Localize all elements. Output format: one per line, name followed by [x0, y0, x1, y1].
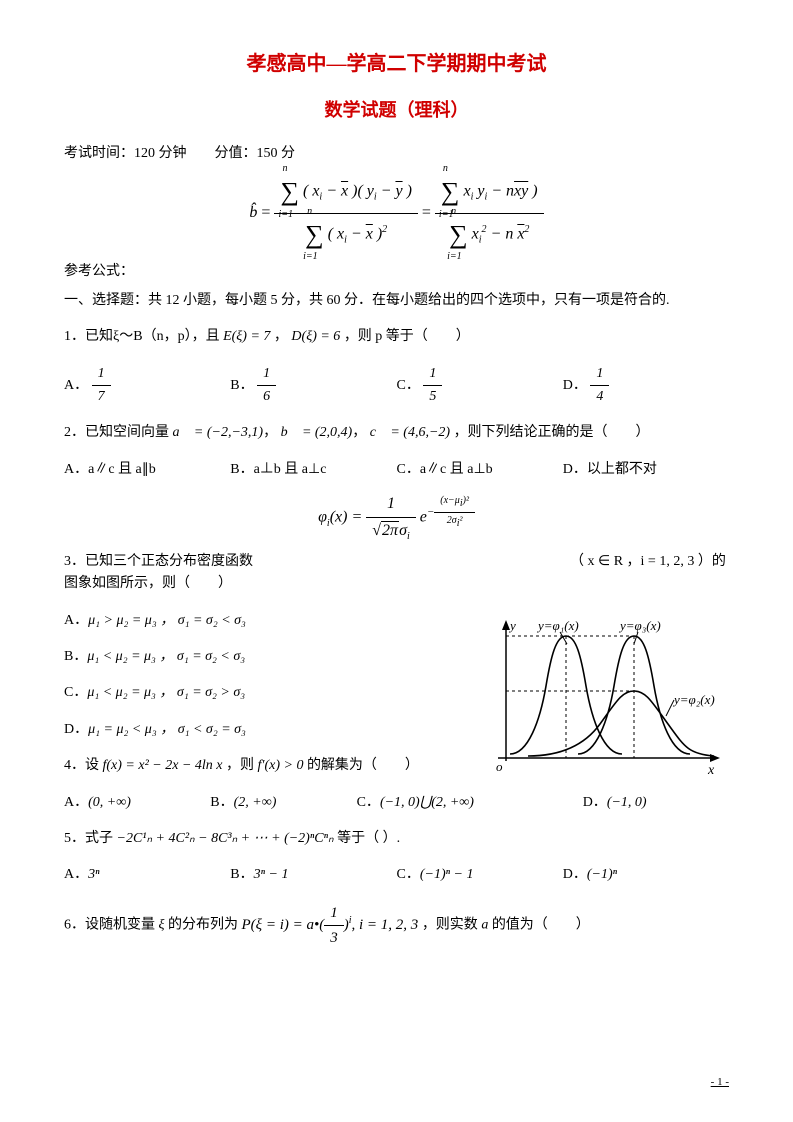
q6-stem-c: ，则实数: [422, 918, 482, 933]
q4-stem-c: 的解集为（ ）: [307, 758, 419, 773]
q3-eB: μ₁ < μ₂ = μ₃ ， σ₁ = σ₂ < σ₃: [87, 649, 245, 664]
q4-fx: f(x) = x² − 2x − 4ln x: [103, 758, 223, 773]
q1-A: A．: [64, 378, 88, 393]
q5-B: B．: [230, 867, 253, 882]
reference-formula: b̂ = ∑ni=1 ( xi − x )( yi − y ) ∑ni=1 ( …: [64, 171, 729, 255]
origin-label: o: [496, 759, 503, 774]
q4-eC: (−1, 0)⋃(2, +∞): [380, 795, 474, 810]
q1-C: C．: [397, 378, 420, 393]
q4-D: D．: [583, 795, 607, 810]
normal-dist-graph: y y=φ₁(x) y=φ₃(x) y=φ₂(x) o x: [488, 616, 723, 786]
exam-meta: 考试时间：120 分钟 分值：150 分: [64, 143, 729, 165]
curve2-label: y=φ₂(x): [672, 692, 715, 707]
q3-choices: A．μ₁ > μ₂ = μ₃ ， σ₁ = σ₂ < σ₃ B．μ₁ < μ₂ …: [64, 610, 424, 742]
question-6: 6．设随机变量 ξ 的分布列为 P(ξ = i) = a•(13)i, i = …: [64, 901, 729, 950]
question-1: 1．已知ξ～B（n，p），且 E(ξ) = 7 ， D(ξ) = 6 ，则 p …: [64, 326, 729, 348]
q5-eA: 3ⁿ: [88, 867, 99, 882]
q4-A: A．: [64, 795, 88, 810]
q6-dist: P(ξ = i) = a•(13)i, i = 1, 2, 3: [242, 901, 419, 950]
q4-C: C．: [357, 795, 380, 810]
exam-title: 孝感高中—学高二下学期期中考试: [64, 48, 729, 80]
q6-stem-a: 6．设随机变量: [64, 918, 159, 933]
q4-eB: (2, +∞): [234, 795, 277, 810]
q1-C-num: 1: [423, 363, 442, 386]
q1-D: D．: [563, 378, 587, 393]
q5-stem-a: 5．式子: [64, 831, 117, 846]
question-3: 3．已知三个正态分布密度函数 （ x ∈ R ，i = 1, 2, 3 ）的图象…: [64, 551, 729, 596]
q1-comma: ，: [274, 329, 288, 344]
q1-D-den: 4: [590, 386, 609, 408]
q4-stem-b: ，则: [226, 758, 258, 773]
exam-subtitle: 数学试题（理科）: [64, 96, 729, 125]
q2-stem-b: ，则下列结论正确的是（ ）: [454, 425, 650, 440]
q6-stem-d: 的值为（ ）: [492, 918, 590, 933]
q2-va: a⃗ = (−2,−3,1): [173, 425, 264, 440]
q5-D: D．: [563, 867, 587, 882]
question-2: 2．已知空间向量 a⃗ = (−2,−3,1)， b⃗ = (2,0,4)， c…: [64, 422, 729, 444]
q3-eA: μ₁ > μ₂ = μ₃ ， σ₁ = σ₂ < σ₃: [88, 613, 246, 628]
q2-vc: c⃗ = (4,6,−2): [370, 425, 450, 440]
q1-B-num: 1: [257, 363, 276, 386]
q3-B: B．: [64, 649, 87, 664]
q3-stem-a: 3．已知三个正态分布密度函数: [64, 554, 253, 569]
q2-A: A．a∥c 且 a∥b: [64, 459, 230, 481]
q1-B-den: 6: [257, 386, 276, 408]
q2-C: C．a∥c 且 a⊥b: [397, 459, 563, 481]
q3-formula: φi(x) = 1 √2πσi e−(x−μi)²2σi²: [64, 491, 729, 545]
q6-stem-b: 的分布列为: [168, 918, 242, 933]
question-5: 5．式子 −2C¹ₙ + 4C²ₙ − 8C³ₙ + ⋯ + (−2)ⁿCⁿₙ …: [64, 828, 729, 850]
q5-stem-b: 等于（ ）.: [337, 831, 400, 846]
q4-choices: A．(0, +∞) B．(2, +∞) C．(−1, 0)⋃(2, +∞) D．…: [64, 792, 729, 814]
section-1-header: 一、选择题：共 12 小题，每小题 5 分，共 60 分．在每小题给出的四个选项…: [64, 290, 729, 312]
q2-choices: A．a∥c 且 a∥b B．a⊥b 且 a⊥c C．a∥c 且 a⊥b D．以上…: [64, 459, 729, 481]
q4-eA: (0, +∞): [88, 795, 131, 810]
q1-C-den: 5: [423, 386, 442, 408]
q1-A-num: 1: [92, 363, 111, 386]
q1-B: B．: [230, 378, 253, 393]
q5-eC: (−1)ⁿ − 1: [420, 867, 474, 882]
q1-A-den: 7: [92, 386, 111, 408]
q3-A: A．: [64, 613, 88, 628]
q1-stem-a: 1．已知ξ～B（n，p），且: [64, 329, 223, 344]
q1-eq2: D(ξ) = 6: [291, 329, 340, 344]
q4-eD: (−1, 0): [607, 795, 647, 810]
q5-eB: 3ⁿ − 1: [254, 867, 289, 882]
q5-A: A．: [64, 867, 88, 882]
q5-choices: A．3ⁿ B．3ⁿ − 1 C．(−1)ⁿ − 1 D．(−1)ⁿ: [64, 864, 729, 886]
q3-C: C．: [64, 685, 87, 700]
q1-D-num: 1: [590, 363, 609, 386]
q5-expr: −2C¹ₙ + 4C²ₙ − 8C³ₙ + ⋯ + (−2)ⁿCⁿₙ: [117, 831, 334, 846]
q2-vb: b⃗ = (2,0,4): [281, 425, 353, 440]
q2-stem-a: 2．已知空间向量: [64, 425, 173, 440]
q5-C: C．: [397, 867, 420, 882]
q3-D: D．: [64, 722, 88, 737]
page-number: - 1 -: [711, 1076, 729, 1088]
q2-D: D．以上都不对: [563, 459, 729, 481]
q5-eD: (−1)ⁿ: [587, 867, 617, 882]
page-footer: - 1 -: [711, 1074, 729, 1092]
q6-xi: ξ: [159, 918, 165, 933]
q3-eC: μ₁ < μ₂ = μ₃ ， σ₁ = σ₂ > σ₃: [87, 685, 245, 700]
q4-B: B．: [210, 795, 233, 810]
q4-cond: f′(x) > 0: [258, 758, 304, 773]
q2-B: B．a⊥b 且 a⊥c: [230, 459, 396, 481]
q1-eq1: E(ξ) = 7: [223, 329, 270, 344]
y-axis-label: y: [508, 618, 516, 633]
x-axis-label: x: [707, 763, 715, 778]
curve3-label: y=φ₃(x): [618, 618, 661, 633]
q4-stem-a: 4．设: [64, 758, 103, 773]
curve1-label: y=φ₁(x): [536, 618, 579, 633]
q6-a: a: [481, 918, 488, 933]
q3-eD: μ₁ = μ₂ < μ₃ ， σ₁ < σ₂ = σ₃: [88, 722, 246, 737]
reference-label: 参考公式：: [64, 261, 729, 283]
q1-stem-b: ，则 p 等于（ ）: [344, 329, 470, 344]
q1-choices: A． 17 B． 16 C． 15 D． 14: [64, 363, 729, 409]
